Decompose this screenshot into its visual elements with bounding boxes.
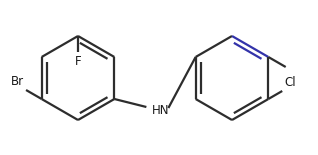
Text: HN: HN	[152, 104, 170, 117]
Text: Cl: Cl	[284, 76, 296, 89]
Text: Br: Br	[11, 75, 24, 88]
Text: F: F	[75, 55, 81, 68]
